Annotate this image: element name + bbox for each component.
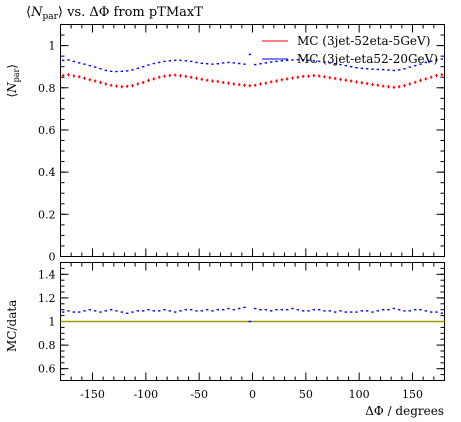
ylabel-bracket-open: ⟨	[5, 93, 19, 98]
x-tick-label: 100	[349, 388, 370, 401]
x-tick-label: 50	[299, 388, 313, 401]
title-symbol: N	[30, 5, 43, 20]
legend-label-blue: MC (3jet-eta52-20GeV)	[297, 52, 438, 66]
x-tick-label: 150	[402, 388, 423, 401]
x-tick-label: -50	[190, 388, 208, 401]
main-y-axis-label: ⟨Npar⟩	[5, 64, 21, 98]
y-tick-label: 1	[49, 40, 56, 53]
ratio-x-ticks	[70, 262, 435, 381]
x-tick-labels: -150 -100 -50 0 50 100 150	[80, 388, 423, 401]
y-tick-label: 1	[49, 316, 56, 329]
ylabel-bracket-close: ⟩	[5, 64, 19, 69]
y-tick-label: 1.4	[38, 268, 56, 281]
y-tick-label: 0	[49, 251, 56, 264]
x-tick-label: -100	[133, 388, 158, 401]
x-axis-label: ΔΦ / degrees	[365, 404, 444, 418]
ylabel-subscript: par	[12, 69, 21, 83]
y-tick-label: 0.8	[38, 339, 56, 352]
main-series-group	[61, 53, 444, 89]
title-rest: ⟩ vs. ΔΦ from pTMaxT	[58, 5, 203, 20]
main-y-axis: 0 0.2 0.4 0.6 0.8 1	[38, 24, 445, 264]
ylabel-symbol: N	[5, 82, 19, 94]
y-tick-label: 1.2	[38, 292, 56, 305]
legend-label-red: MC (3jet-52eta-5GeV)	[297, 34, 430, 48]
x-tick-label: -150	[80, 388, 105, 401]
y-tick-label: 0.6	[38, 124, 56, 137]
y-tick-label: 0.2	[38, 208, 56, 221]
chart-title: ⟨Npar⟩ vs. ΔΦ from pTMaxT	[26, 5, 203, 22]
y-tick-label: 0.8	[38, 82, 56, 95]
main-panel: 0 0.2 0.4 0.6 0.8 1 ⟨Npar⟩ MC (3jet-52eta-5Ge…	[5, 24, 445, 264]
y-tick-label: 0.4	[38, 166, 56, 179]
main-x-ticks	[70, 24, 435, 257]
x-tick-label: 0	[249, 388, 256, 401]
title-subscript: par	[42, 12, 58, 22]
y-tick-label: 0.6	[38, 363, 56, 376]
ratio-y-axis-label: MC/data	[5, 300, 19, 352]
legend: MC (3jet-52eta-5GeV) MC (3jet-eta52-20Ge…	[262, 34, 438, 66]
ratio-series-group	[61, 306, 444, 323]
ratio-panel: 0.6 0.8 1 1.2 1.4 MC/data	[5, 262, 445, 381]
title-bracket-open: ⟨	[26, 5, 31, 20]
